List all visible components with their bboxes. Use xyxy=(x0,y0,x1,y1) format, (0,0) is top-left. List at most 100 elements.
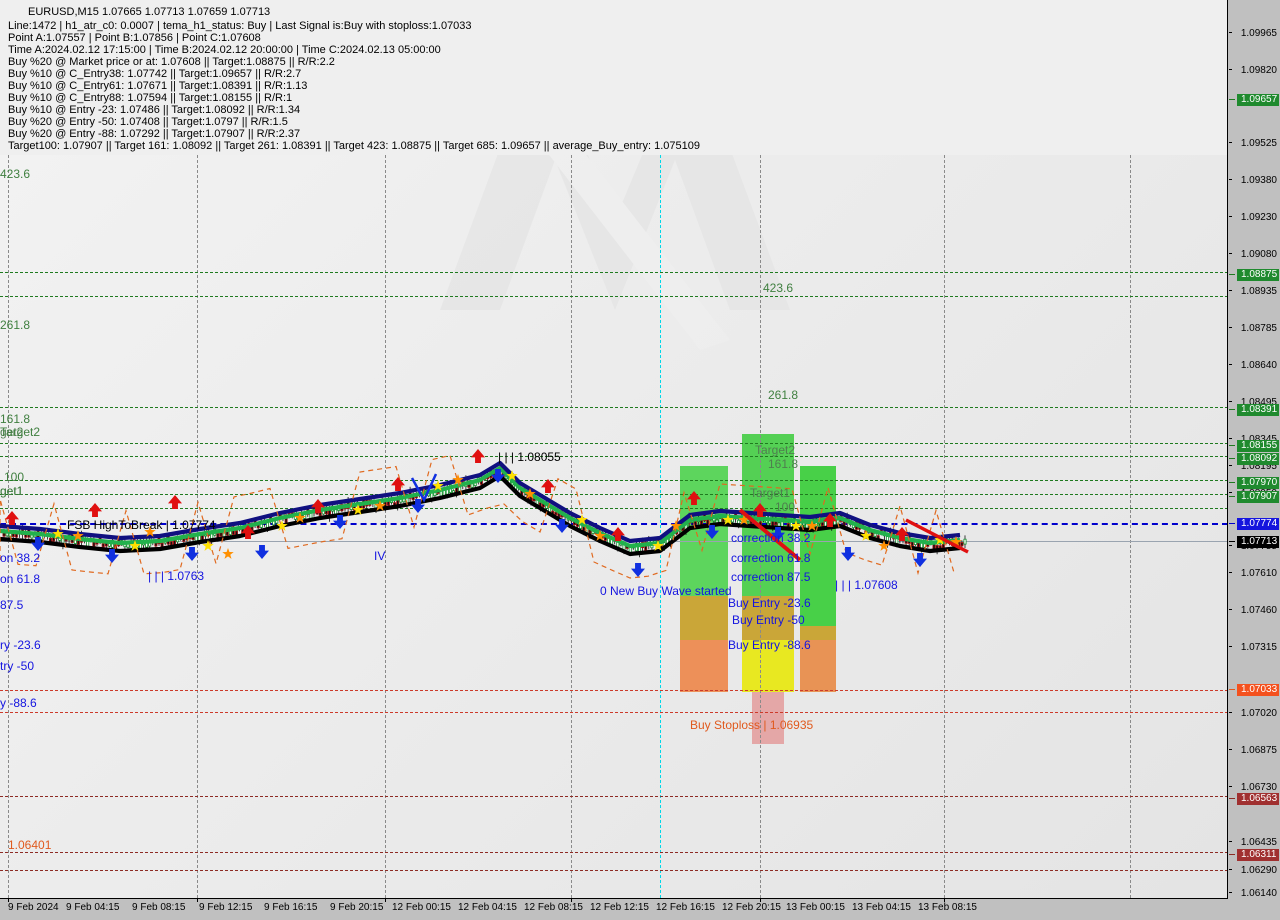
chart-annotation: 1.06401 xyxy=(8,838,52,852)
current-price-line xyxy=(0,541,1228,542)
tick-mark xyxy=(1229,401,1232,402)
time-tick-label: 9 Feb 04:15 xyxy=(66,902,120,913)
target-level-line-3 xyxy=(0,296,1228,297)
stoploss-level-line-0 xyxy=(0,690,1228,691)
chart-annotation: correction 87.5 xyxy=(731,570,811,584)
lower-level-line-0 xyxy=(0,796,1228,797)
price-tick-label: 1.09965 xyxy=(1240,28,1277,39)
badge-leader xyxy=(1229,409,1235,410)
header-line-5: Buy %10 @ C_Entry38: 1.07742 || Target:1… xyxy=(8,68,302,80)
price-tick-label: 1.08935 xyxy=(1240,286,1277,297)
badge-leader xyxy=(1229,458,1235,459)
header-line-4: Buy %20 @ Market price or at: 1.07608 ||… xyxy=(8,56,335,68)
header-line-3: Time A:2024.02.12 17:15:00 | Time B:2024… xyxy=(8,44,441,56)
price-badge-label: 1.07033 xyxy=(1241,684,1278,695)
fibonacci-label: 161.8 xyxy=(0,412,31,426)
tick-mark xyxy=(1229,465,1232,466)
price-badge[interactable]: 1.07907 xyxy=(1229,491,1279,503)
cyan-marker-line-0 xyxy=(660,0,661,898)
tick-mark xyxy=(1229,142,1232,143)
tick-mark xyxy=(1229,290,1232,291)
chart-annotation: | | | 1.08055 xyxy=(498,450,561,464)
time-tick-label: 13 Feb 08:15 xyxy=(918,902,977,913)
price-tick: 1.07020 xyxy=(1228,707,1280,720)
price-tick-label: 1.07020 xyxy=(1240,708,1277,719)
zone-pink-low xyxy=(752,692,784,744)
target-level-line-4 xyxy=(0,407,1228,408)
time-tick-label: 12 Feb 16:15 xyxy=(656,902,715,913)
price-badge[interactable]: 1.07713 xyxy=(1229,536,1279,548)
price-tick: 1.06140 xyxy=(1228,887,1280,900)
price-badge-label: 1.08155 xyxy=(1241,440,1278,451)
price-badge[interactable]: 1.07970 xyxy=(1229,477,1279,489)
price-axis[interactable]: 1.09965 1.09820 1.09525 1.09380 1.09230 1.090… xyxy=(1227,0,1280,900)
price-tick: 1.06875 xyxy=(1228,744,1280,757)
price-badge[interactable]: 1.08875 xyxy=(1229,269,1279,281)
time-tick-label: 9 Feb 08:15 xyxy=(132,902,186,913)
tick-mark xyxy=(1229,712,1232,713)
price-badge[interactable]: 1.08155 xyxy=(1229,440,1279,452)
price-tick-label: 1.08195 xyxy=(1240,461,1277,472)
target-level-line-2 xyxy=(0,272,1228,273)
price-badge[interactable]: 1.07774 xyxy=(1229,518,1279,530)
header-line-9: Buy %20 @ Entry -50: 1.07408 || Target:1… xyxy=(8,116,288,128)
chart-annotation: ry -23.6 xyxy=(0,638,41,652)
chart-annotation: try -50 xyxy=(0,659,35,673)
fibonacci-label: 261.8 xyxy=(0,318,31,332)
price-badge[interactable]: 1.08092 xyxy=(1229,453,1279,465)
time-tick-label: 9 Feb 16:15 xyxy=(264,902,318,913)
chart-annotation: | | | 1.0763 xyxy=(148,569,205,583)
price-tick: 1.09080 xyxy=(1228,248,1280,261)
target-level-line-8 xyxy=(0,494,1228,495)
price-tick: 1.08935 xyxy=(1228,285,1280,298)
price-badge-label: 1.07907 xyxy=(1241,491,1278,502)
price-badge[interactable]: 1.06563 xyxy=(1229,793,1279,805)
price-badge[interactable]: 1.08391 xyxy=(1229,404,1279,416)
time-tick-label: 12 Feb 00:15 xyxy=(392,902,451,913)
badge-leader xyxy=(1229,496,1235,497)
price-tick-label: 1.09820 xyxy=(1240,65,1277,76)
chart-annotation: Buy Stoploss | 1.06935 xyxy=(690,718,814,732)
price-tick-label: 1.07610 xyxy=(1240,568,1277,579)
badge-leader xyxy=(1229,854,1235,855)
time-axis[interactable]: 9 Feb 2024 9 Feb 04:15 9 Feb 08:15 9 Feb 12… xyxy=(0,898,1280,920)
chart-annotation: on 61.8 xyxy=(0,572,41,586)
tick-mark xyxy=(1229,786,1232,787)
vertical-gridline-1 xyxy=(197,0,198,898)
badge-leader xyxy=(1229,523,1235,524)
header-line-2: Point A:1.07557 | Point B:1.07856 | Poin… xyxy=(8,32,261,44)
time-tick-mark-4 xyxy=(760,898,761,902)
tick-mark xyxy=(1229,609,1232,610)
price-tick-label: 1.07460 xyxy=(1240,605,1277,616)
price-badge[interactable]: 1.09657 xyxy=(1229,94,1279,106)
time-tick-label: 13 Feb 00:15 xyxy=(786,902,845,913)
chart-annotation: Buy Entry -23.6 xyxy=(728,596,811,610)
time-tick-label: 13 Feb 04:15 xyxy=(852,902,911,913)
price-tick-label: 1.09525 xyxy=(1240,138,1277,149)
tick-mark xyxy=(1229,179,1232,180)
price-tick: 1.08640 xyxy=(1228,359,1280,372)
chart-annotation: FSB HighToBreak | 1.07774 xyxy=(67,518,216,532)
zone-salmon-right xyxy=(800,640,836,692)
chart-plot-area[interactable]: MARKET24TRADE 0 New Buy Wave startedcorr… xyxy=(0,0,1228,898)
time-tick-label: 12 Feb 04:15 xyxy=(458,902,517,913)
price-badge[interactable]: 1.07033 xyxy=(1229,684,1279,696)
time-axis-line xyxy=(0,898,1228,899)
chart-annotation: Buy Entry -50 xyxy=(732,613,805,627)
price-badge-label: 1.08391 xyxy=(1241,404,1278,415)
fibonacci-label: 423.6 xyxy=(0,167,31,181)
price-badge[interactable]: 1.06311 xyxy=(1229,849,1279,861)
stoploss-level-line-1 xyxy=(0,712,1228,713)
badge-leader xyxy=(1229,99,1235,100)
tick-mark xyxy=(1229,32,1232,33)
price-tick: 1.08785 xyxy=(1228,322,1280,335)
time-tick-label: 9 Feb 2024 xyxy=(8,902,59,913)
badge-leader xyxy=(1229,689,1235,690)
time-tick-mark-5 xyxy=(944,898,945,902)
time-tick-mark-3 xyxy=(571,898,572,902)
price-badge-label: 1.07774 xyxy=(1241,518,1278,529)
price-tick-label: 1.06140 xyxy=(1240,888,1277,899)
vertical-gridline-4 xyxy=(760,0,761,898)
price-tick: 1.09965 xyxy=(1228,27,1280,40)
